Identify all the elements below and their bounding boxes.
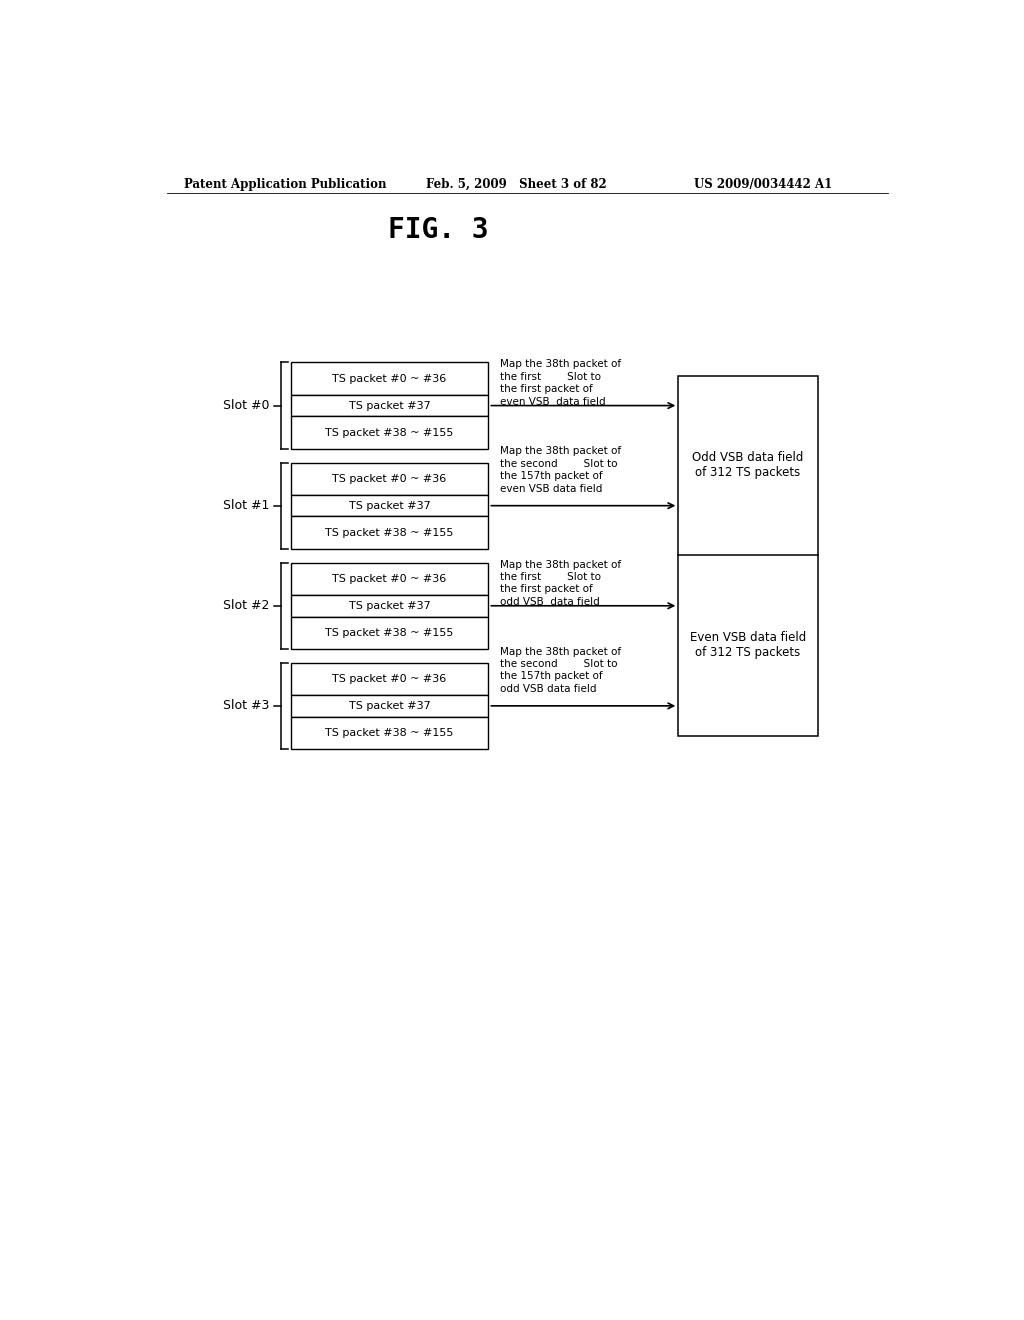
Bar <box>291 416 488 449</box>
Text: TS packet #38 ~ #155: TS packet #38 ~ #155 <box>326 628 454 638</box>
Text: Feb. 5, 2009   Sheet 3 of 82: Feb. 5, 2009 Sheet 3 of 82 <box>426 178 607 190</box>
Text: TS packet #37: TS packet #37 <box>349 500 430 511</box>
Text: TS packet #0 ~ #36: TS packet #0 ~ #36 <box>333 675 446 684</box>
Text: Slot #3: Slot #3 <box>222 700 269 713</box>
Text: TS packet #38 ~ #155: TS packet #38 ~ #155 <box>326 727 454 738</box>
Text: Map the 38th packet of
the first        Slot to
the first packet of
odd VSB  dat: Map the 38th packet of the first Slot to… <box>500 560 622 607</box>
Text: TS packet #38 ~ #155: TS packet #38 ~ #155 <box>326 528 454 537</box>
Text: TS packet #0 ~ #36: TS packet #0 ~ #36 <box>333 474 446 483</box>
Bar <box>291 462 488 495</box>
Text: Even VSB data field
of 312 TS packets: Even VSB data field of 312 TS packets <box>690 631 806 660</box>
Bar <box>291 663 488 696</box>
Text: Map the 38th packet of
the first        Slot to
the first packet of
even VSB  da: Map the 38th packet of the first Slot to… <box>500 359 622 407</box>
Bar <box>291 595 488 616</box>
Text: Odd VSB data field
of 312 TS packets: Odd VSB data field of 312 TS packets <box>692 451 804 479</box>
Text: TS packet #0 ~ #36: TS packet #0 ~ #36 <box>333 374 446 384</box>
Text: TS packet #0 ~ #36: TS packet #0 ~ #36 <box>333 574 446 583</box>
Bar <box>291 696 488 717</box>
Text: Map the 38th packet of
the second        Slot to
the 157th packet of
even VSB da: Map the 38th packet of the second Slot t… <box>500 446 622 494</box>
Text: TS packet #38 ~ #155: TS packet #38 ~ #155 <box>326 428 454 437</box>
Bar <box>678 376 818 737</box>
Text: US 2009/0034442 A1: US 2009/0034442 A1 <box>693 178 831 190</box>
Bar <box>291 562 488 595</box>
Bar <box>291 616 488 649</box>
Text: TS packet #37: TS packet #37 <box>349 701 430 711</box>
Bar <box>291 395 488 416</box>
Text: FIG. 3: FIG. 3 <box>388 216 488 244</box>
Text: TS packet #37: TS packet #37 <box>349 601 430 611</box>
Text: Slot #0: Slot #0 <box>222 399 269 412</box>
Text: Patent Application Publication: Patent Application Publication <box>183 178 386 190</box>
Text: Slot #2: Slot #2 <box>222 599 269 612</box>
Text: Map the 38th packet of
the second        Slot to
the 157th packet of
odd VSB dat: Map the 38th packet of the second Slot t… <box>500 647 622 694</box>
Bar <box>291 516 488 549</box>
Text: TS packet #37: TS packet #37 <box>349 400 430 411</box>
Bar <box>291 717 488 748</box>
Bar <box>291 495 488 516</box>
Text: Slot #1: Slot #1 <box>222 499 269 512</box>
Bar <box>291 363 488 395</box>
